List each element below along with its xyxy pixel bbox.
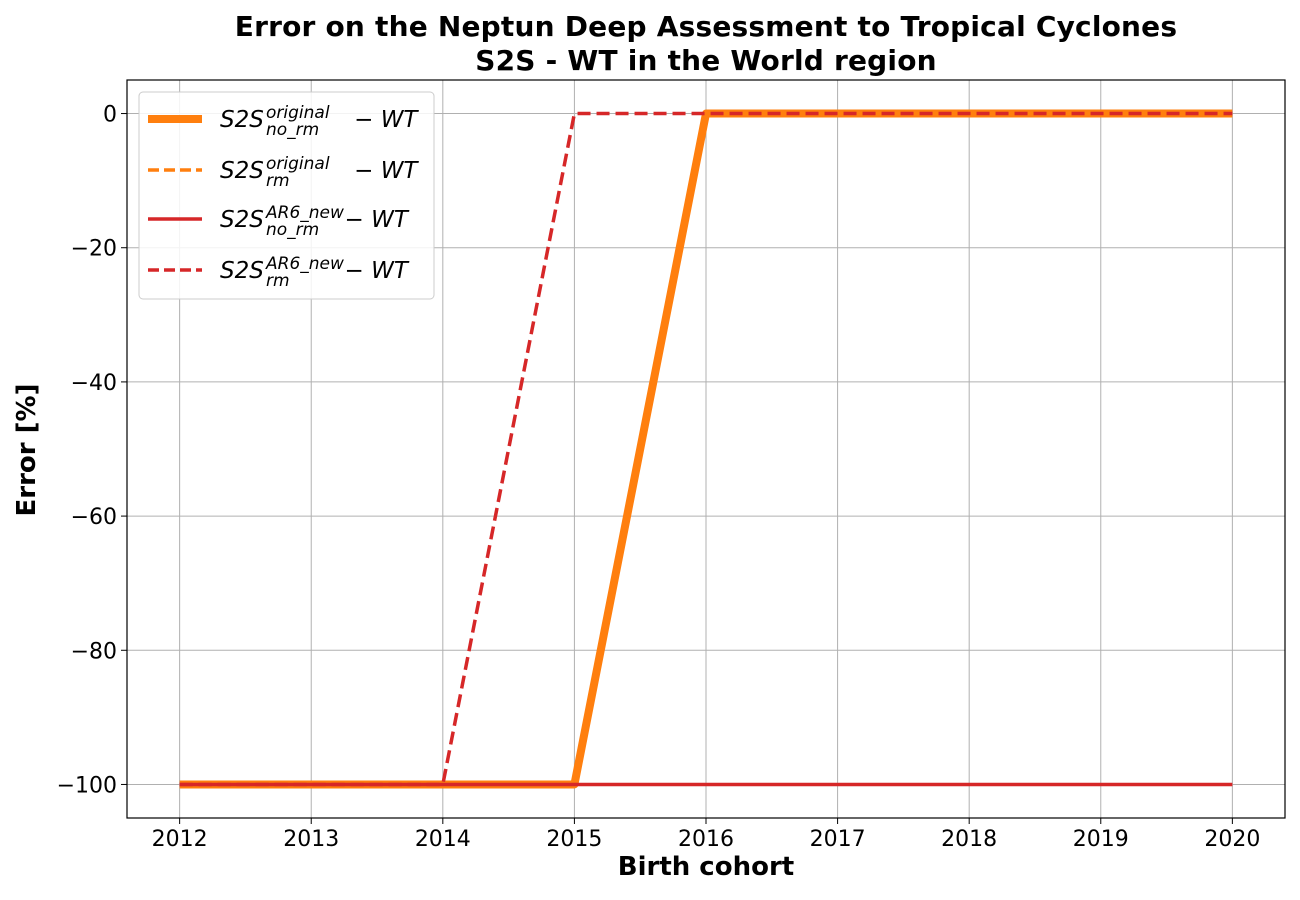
x-tick-label: 2012: [152, 827, 208, 852]
y-axis-label: Error [%]: [12, 383, 42, 517]
chart-title-line-1: Error on the Neptun Deep Assessment to T…: [234, 10, 1178, 43]
x-tick-label: 2019: [1073, 827, 1129, 852]
chart-title-line-2: S2S - WT in the World region: [475, 44, 937, 77]
legend: S2S original no_rm − WT S2S original rm − WT S…: [138, 91, 435, 300]
grid: [127, 80, 1285, 818]
series-lines: [179, 109, 1233, 789]
x-tick-label: 2018: [941, 827, 997, 852]
x-tick-label: 2016: [678, 827, 734, 852]
y-tick-label: −40: [71, 371, 117, 396]
x-tick-label: 2015: [546, 827, 602, 852]
y-tick-label: −20: [71, 237, 117, 262]
x-tick-label: 2014: [415, 827, 471, 852]
x-axis-label: Birth cohort: [617, 852, 795, 882]
axis-ticks: 2012 2013 2014 2015 2016 2017 2018 2019 2020 0 −20…: [57, 103, 1261, 852]
x-tick-label: 2013: [283, 827, 339, 852]
legend-label-2: S2S original rm − WT: [220, 154, 419, 191]
y-tick-label: 0: [103, 103, 117, 128]
series-line-4: [179, 111, 1233, 787]
legend-label-1: S2S original no_rm − WT: [220, 103, 419, 140]
x-tick-label: 2020: [1204, 827, 1260, 852]
y-tick-label: −60: [71, 505, 117, 530]
legend-label-3: S2S AR6_new no_rm − WT: [220, 203, 410, 240]
y-tick-label: −100: [57, 773, 117, 798]
y-tick-label: −80: [71, 639, 117, 664]
legend-label-4: S2S AR6_new rm − WT: [220, 254, 410, 291]
legend-box: [138, 91, 435, 300]
x-tick-label: 2017: [810, 827, 866, 852]
